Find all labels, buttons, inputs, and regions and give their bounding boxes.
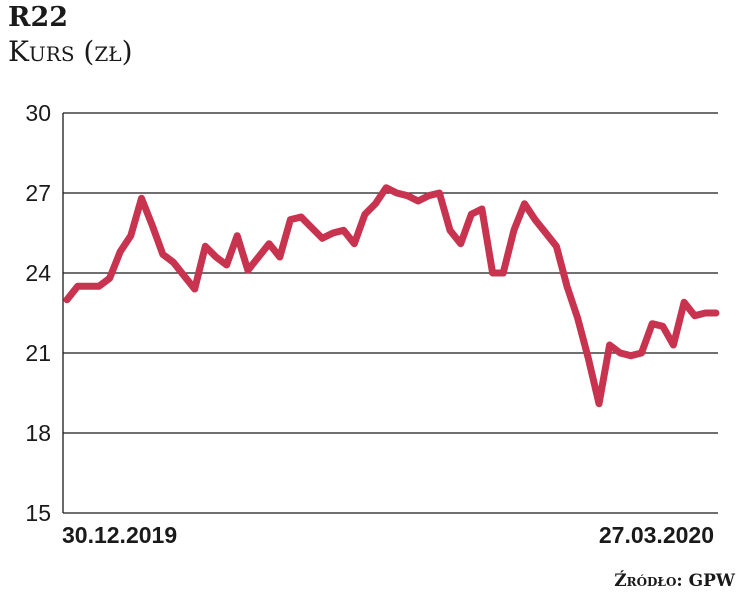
chart-subtitle: Kurs (zł) (8, 35, 133, 68)
price-line (63, 184, 720, 408)
x-tick-label-start: 30.12.2019 (62, 522, 177, 548)
x-tick-label-end: 27.03.2020 (599, 522, 714, 548)
y-tick-label: 21 (25, 340, 51, 366)
y-tick-label: 24 (25, 260, 51, 286)
chart-title: R22 (8, 2, 69, 33)
y-tick-label: 15 (25, 500, 51, 526)
source-note: Źródło: GPW (614, 571, 735, 591)
y-tick-label: 27 (25, 180, 51, 206)
y-tick-label: 30 (25, 100, 51, 126)
y-tick-label: 18 (25, 420, 51, 446)
